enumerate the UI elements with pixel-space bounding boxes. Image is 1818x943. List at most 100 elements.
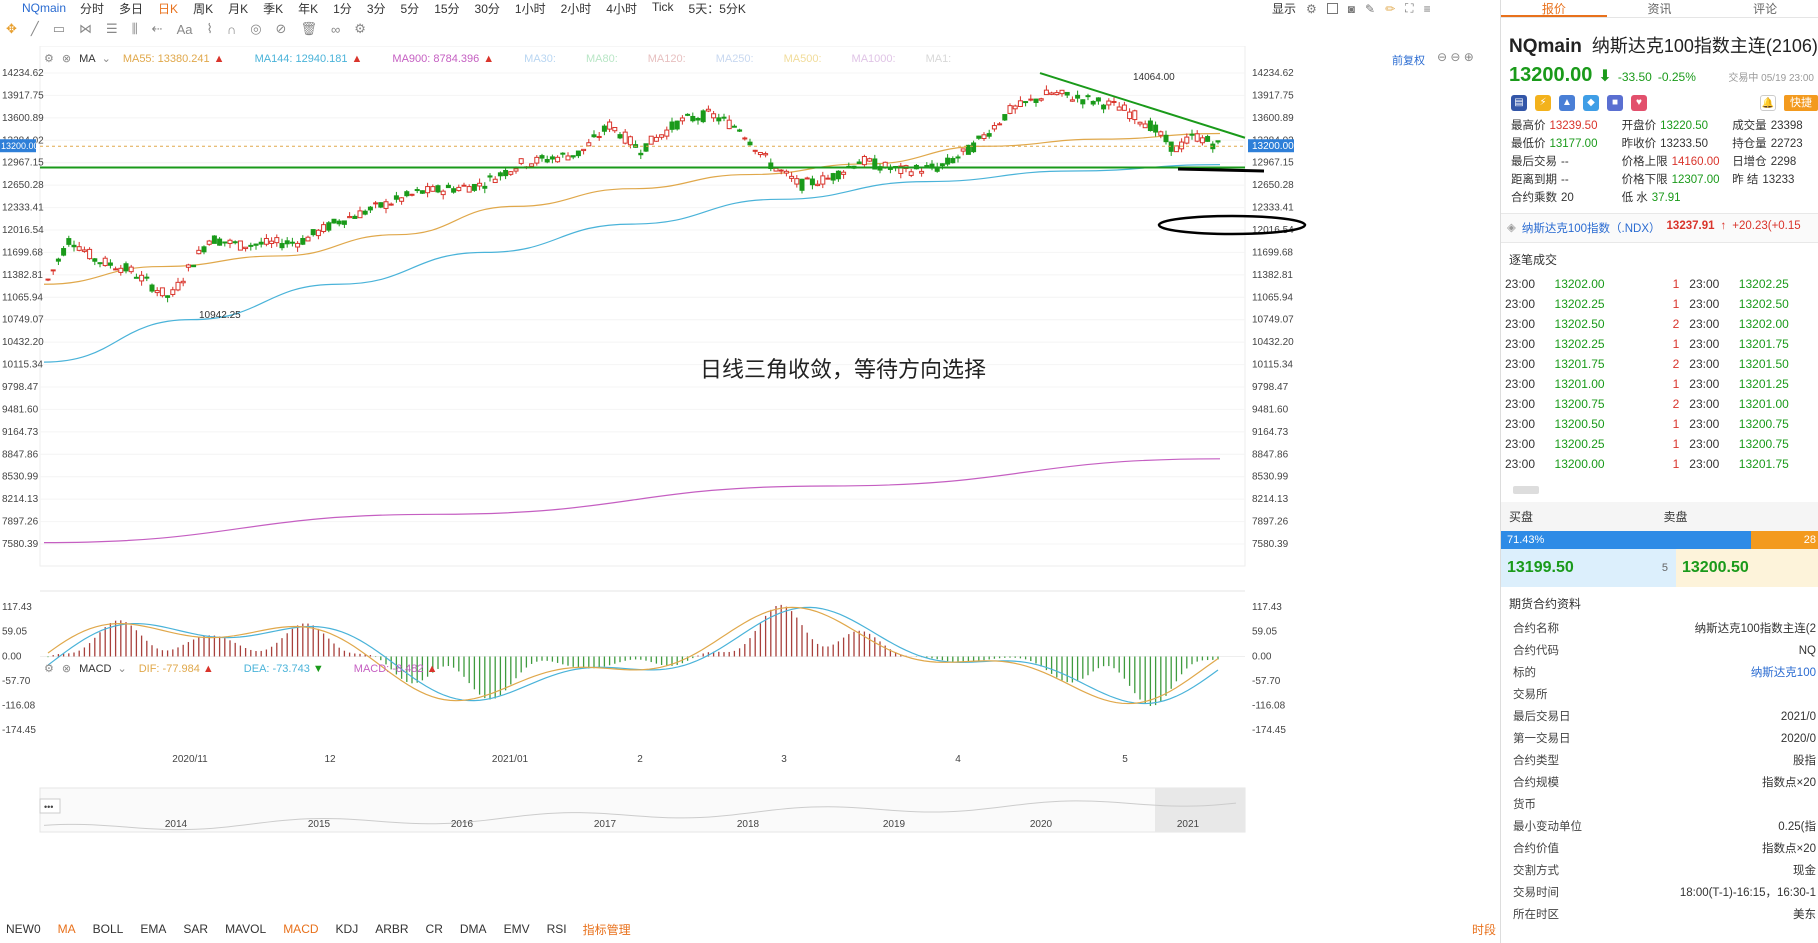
heart-icon[interactable]: ♥ xyxy=(1631,95,1647,111)
candle-body xyxy=(102,257,108,267)
bell-icon[interactable]: 🔔 xyxy=(1760,95,1776,111)
pencil-icon[interactable]: ✏ xyxy=(1385,1,1396,16)
trade-cell: 1 xyxy=(1672,437,1680,451)
timeframe-3[interactable]: 周K xyxy=(193,1,214,16)
link-icon[interactable]: ∞ xyxy=(330,21,341,37)
gear-icon[interactable]: ⚙ xyxy=(1306,1,1317,16)
timeframe-7[interactable]: 1分 xyxy=(333,1,352,16)
scroll-handle[interactable] xyxy=(1513,486,1539,494)
display-menu[interactable]: 显示 xyxy=(1272,2,1297,16)
timeframe-10[interactable]: 15分 xyxy=(434,1,460,16)
y-tick-right: 8530.99 xyxy=(1252,472,1289,483)
fast-trade-button[interactable]: 快捷 xyxy=(1784,95,1818,111)
session-button[interactable]: 时段 xyxy=(1472,922,1497,937)
legend-close-icon[interactable]: ⊗ xyxy=(61,53,72,65)
zoom-controls[interactable]: ⊖ ⊖ ⊕ xyxy=(1437,50,1474,64)
macd-settings-icon[interactable]: ⚙ xyxy=(44,663,54,675)
timeframe-14[interactable]: 4小时 xyxy=(606,1,637,16)
trade-cell: 1 xyxy=(1672,377,1680,391)
panel-tab-2[interactable]: 评论 xyxy=(1753,2,1778,16)
ask-price[interactable]: 13200.50 xyxy=(1676,549,1818,587)
timeframe-9[interactable]: 5分 xyxy=(400,1,420,16)
indicator-mavol[interactable]: MAVOL xyxy=(225,922,267,936)
channel-tool-icon[interactable]: ⫼ xyxy=(131,21,138,36)
chevron-down-icon[interactable]: ⌄ xyxy=(117,663,127,675)
indicator-dma[interactable]: DMA xyxy=(459,922,487,936)
timeframe-12[interactable]: 1小时 xyxy=(514,1,546,16)
candle-body xyxy=(139,274,145,282)
camera-icon[interactable]: ◙ xyxy=(1347,1,1356,16)
indicator-emv[interactable]: EMV xyxy=(503,922,530,936)
timeframe-6[interactable]: 年K xyxy=(298,1,319,16)
macd-close-icon[interactable]: ⊗ xyxy=(61,663,72,675)
adjust-mode[interactable]: 前复权 xyxy=(1392,55,1425,67)
tag-icon[interactable]: ◆ xyxy=(1583,95,1599,111)
timeframe-1[interactable]: 多日 xyxy=(119,1,144,16)
symbol-selector[interactable]: NQmain xyxy=(22,1,67,15)
candle-body xyxy=(331,218,337,224)
candle-body xyxy=(601,125,607,132)
indicator-ma[interactable]: MA xyxy=(57,922,76,936)
timeframe-8[interactable]: 3分 xyxy=(366,1,386,16)
indicator-ema[interactable]: EMA xyxy=(140,922,167,936)
magnet-tool-icon[interactable]: ∩ xyxy=(226,21,237,37)
indicator-arbr[interactable]: ARBR xyxy=(375,922,409,936)
indicator-sar[interactable]: SAR xyxy=(183,922,209,936)
ma-label[interactable]: MA xyxy=(79,52,96,65)
timeframe-15[interactable]: Tick xyxy=(651,0,674,14)
overview-year-2: 2016 xyxy=(451,819,474,830)
timeframe-16[interactable]: 5天：5分K xyxy=(688,1,746,16)
text-tool-icon[interactable]: Aa xyxy=(176,21,193,37)
fork-tool-icon[interactable]: ⋈ xyxy=(79,21,93,36)
info-value[interactable]: 纳斯达克100 xyxy=(1750,667,1816,679)
fullscreen-icon[interactable]: ⛶ xyxy=(1405,1,1414,15)
chevron-down-icon[interactable]: ⌄ xyxy=(101,53,111,65)
timeframe-4[interactable]: 月K xyxy=(228,1,249,16)
fib-tool-icon[interactable]: ☰ xyxy=(106,21,118,36)
settings-icon[interactable]: ⚙ xyxy=(354,21,366,36)
panel-tab-1[interactable]: 资讯 xyxy=(1647,2,1672,16)
indicator-rsi[interactable]: RSI xyxy=(546,922,567,936)
indicator-cr[interactable]: CR xyxy=(425,922,443,936)
indicator-macd[interactable]: MACD xyxy=(283,922,319,936)
quote-icon-row: ▤ ⚡ ▲ ◆ ■ ♥ 🔔 快捷 xyxy=(1501,87,1818,115)
candle-body xyxy=(820,175,826,185)
lightning-icon[interactable]: ⚡ xyxy=(1535,95,1551,111)
line-tool-icon[interactable]: ╱ xyxy=(30,21,39,36)
macd-label[interactable]: MACD xyxy=(79,662,112,675)
edit-icon[interactable]: ✎ xyxy=(1365,1,1376,16)
menu-icon[interactable]: ≡ xyxy=(1423,1,1431,16)
brush-tool-icon[interactable]: ⌇ xyxy=(206,21,213,36)
hide-tool-icon[interactable]: ⊘ xyxy=(275,21,287,36)
arrow-tool-icon[interactable]: ⇠ xyxy=(151,21,163,36)
indicator-boll[interactable]: BOLL xyxy=(92,922,124,936)
indicator-new0[interactable]: NEW0 xyxy=(6,922,41,936)
candle-body xyxy=(789,175,795,179)
timeframe-0[interactable]: 分时 xyxy=(80,1,105,16)
bid-price[interactable]: 13199.50 5 xyxy=(1501,549,1676,587)
underlying-index[interactable]: ◈ 纳斯达克100指数（.NDX） 13237.91 ↑ +20.23(+0.1… xyxy=(1501,214,1818,242)
legend-settings-icon[interactable]: ⚙ xyxy=(44,53,54,65)
panel-symbol: NQmain xyxy=(1509,36,1582,57)
kline-chart[interactable]: 14234.62 14234.62 13917.75 13917.75 13600.89… xyxy=(0,46,1500,916)
dif-line xyxy=(47,606,1219,705)
quote-cell xyxy=(1732,189,1818,207)
trash-icon[interactable]: 🗑 xyxy=(300,21,317,36)
timeframe-11[interactable]: 30分 xyxy=(474,1,500,16)
timeframe-2[interactable]: 日K xyxy=(158,1,179,16)
sell-label: 卖盘 xyxy=(1663,510,1688,524)
rect-tool-icon[interactable]: ▭ xyxy=(52,21,66,36)
indicator-kdj[interactable]: KDJ xyxy=(335,922,359,936)
indicator-manage-button[interactable]: 指标管理 xyxy=(582,922,631,937)
crosshair-icon[interactable]: ✥ xyxy=(6,21,17,36)
chart-icon[interactable]: ▲ xyxy=(1559,95,1575,111)
checkbox-icon[interactable] xyxy=(1326,3,1338,14)
info-key: 标的 xyxy=(1513,667,1536,679)
bookmark-icon[interactable]: ■ xyxy=(1607,95,1623,111)
panel-tab-0[interactable]: 报价 xyxy=(1501,0,1607,17)
candle-body xyxy=(497,172,503,177)
candle-body xyxy=(1064,91,1070,96)
eye-tool-icon[interactable]: ◎ xyxy=(250,21,262,36)
timeframe-5[interactable]: 季K xyxy=(263,1,284,16)
timeframe-13[interactable]: 2小时 xyxy=(560,1,592,16)
